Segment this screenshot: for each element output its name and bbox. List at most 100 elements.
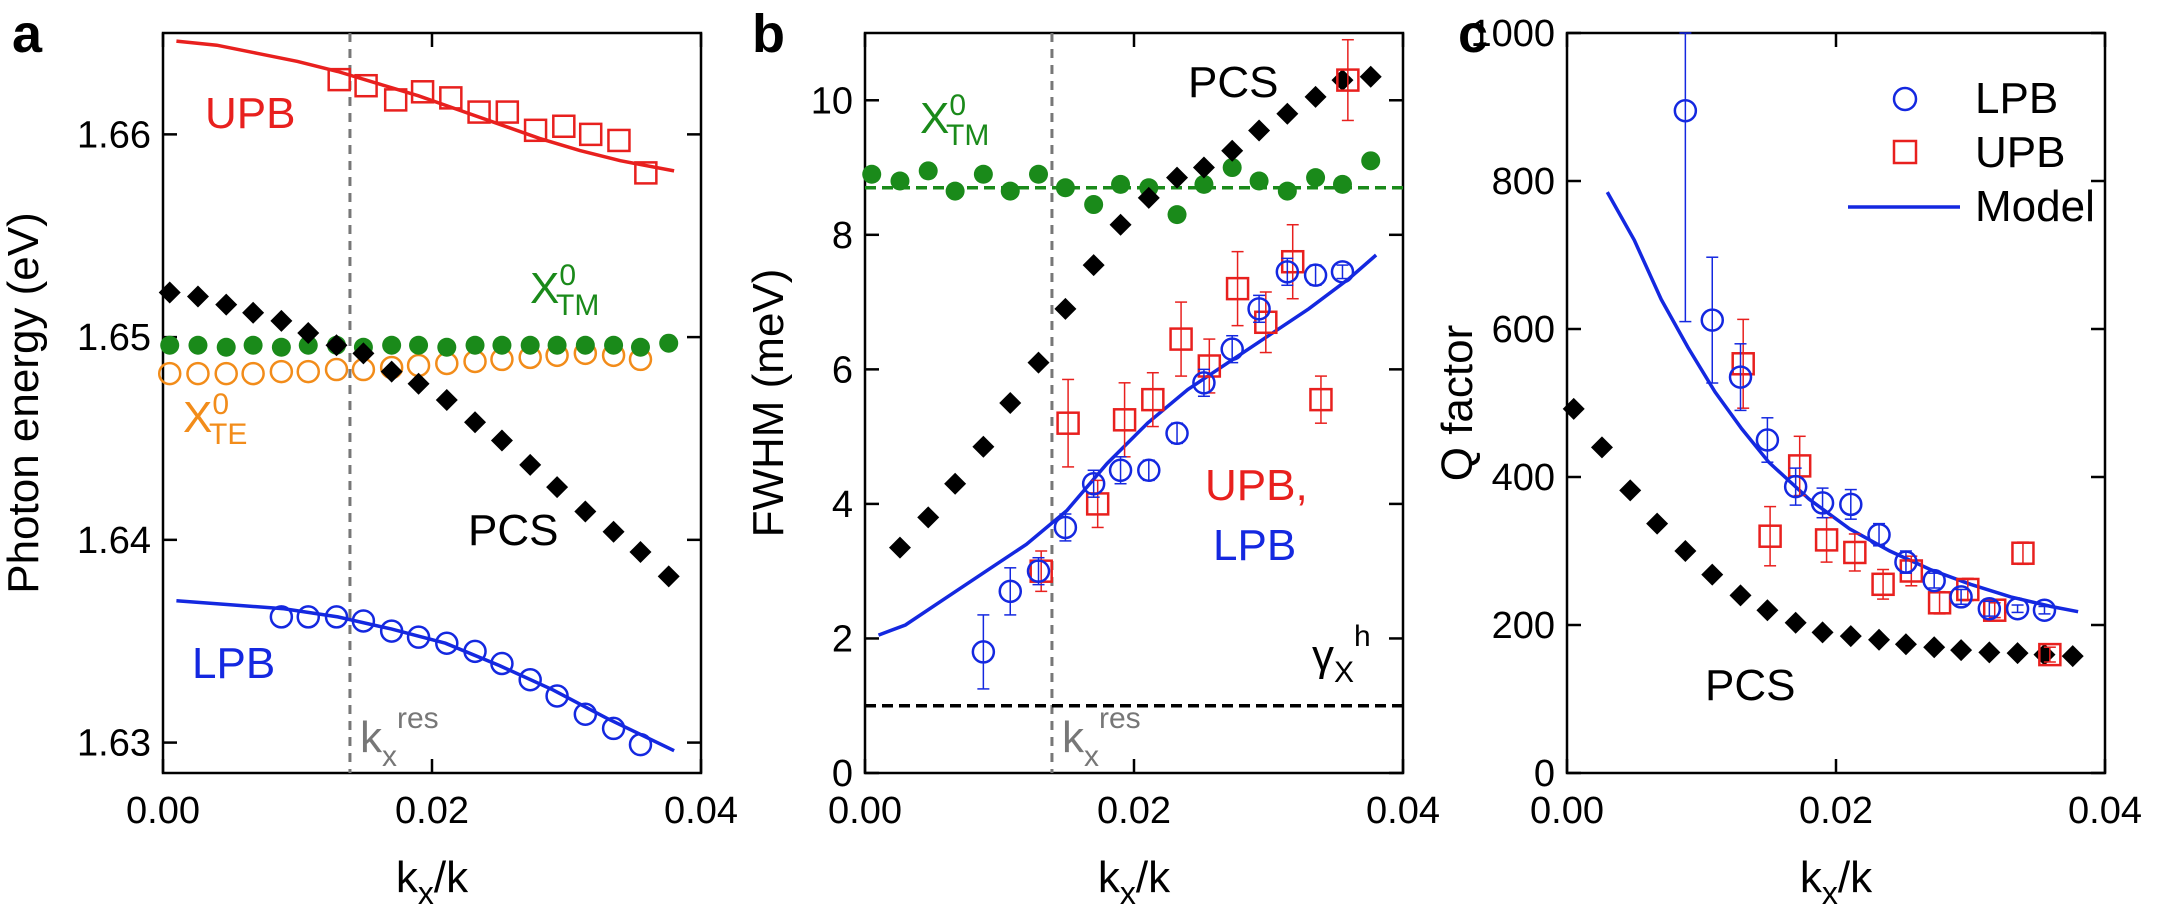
panel-a-upb-point bbox=[467, 100, 491, 124]
panel-c-upb-point bbox=[1814, 528, 1839, 552]
panel-c-ytick-label: 800 bbox=[1492, 161, 1555, 203]
panel-b-lpb-point bbox=[1137, 458, 1161, 483]
panel-b-lpb-point bbox=[1330, 260, 1355, 284]
panel-c-pcs-label: PCS bbox=[1705, 661, 1795, 710]
panel-b-pcs-point bbox=[1027, 351, 1050, 374]
panel-b-lpb-point bbox=[1303, 263, 1328, 287]
panel-a-xtm-point bbox=[520, 335, 540, 355]
panel-b-gamma-label: γXh bbox=[1312, 620, 1371, 689]
panel-a-upb-point bbox=[383, 88, 408, 112]
panel-a-upb-point bbox=[552, 114, 576, 139]
panel-c-pcs-point bbox=[2006, 642, 2029, 665]
panel-a-lpb-point bbox=[601, 716, 626, 741]
panel-a-upb-point bbox=[439, 86, 463, 110]
panel-a-ylabel: Photon energy (eV) bbox=[0, 212, 48, 594]
panel-a-xte-point bbox=[324, 357, 349, 382]
panel-b-upb-point bbox=[1141, 387, 1165, 412]
panel-a-upb-point bbox=[354, 73, 378, 98]
panel-b-lpb-point bbox=[1192, 371, 1216, 395]
panel-a-upb-label: UPB bbox=[205, 89, 295, 138]
panel-b-ticks: 0.00 0.02 0.04 0 2 4 6 8 10 bbox=[811, 33, 1440, 832]
panel-c-lpb-point bbox=[1673, 98, 1698, 123]
panel-b-xtm-point bbox=[1029, 164, 1049, 184]
panel-b: b 0.00 0.02 0.04 0 2 4 6 8 10 FWHM (meV) kx/k PC… bbox=[744, 4, 1440, 911]
panel-c-upb-point bbox=[1758, 524, 1782, 548]
panel-a-xtm-point bbox=[271, 337, 291, 357]
panel-c-lpb-point bbox=[1949, 585, 1973, 609]
panel-b-pcs-point bbox=[1109, 213, 1132, 236]
panel-b-upb-point bbox=[1112, 408, 1137, 432]
panel-c-pcs-point bbox=[1674, 540, 1697, 562]
panel-b-ytick-label: 8 bbox=[832, 215, 853, 257]
panel-c-lpb-point bbox=[1839, 492, 1863, 517]
panel-b-xtm-point bbox=[1361, 151, 1381, 171]
panel-b-xtm-point bbox=[1000, 181, 1020, 201]
panel-c-lpb-point bbox=[1755, 428, 1780, 452]
panel-a-xtick-label: 0.04 bbox=[664, 790, 738, 832]
panel-a-xtm-point bbox=[243, 335, 263, 355]
panel-b-model-line bbox=[877, 253, 1378, 637]
panel-c-pcs-point bbox=[1868, 628, 1891, 651]
panel-c-lpb-point bbox=[1922, 568, 1946, 593]
panel-b-upb-point bbox=[1309, 387, 1333, 412]
panel-b-pcs-point bbox=[1166, 166, 1189, 189]
panel-a-upb-point bbox=[327, 67, 351, 92]
panel-a-pcs-label: PCS bbox=[468, 506, 558, 555]
panel-c-letter: c bbox=[1458, 4, 1488, 64]
panel-a-xtm-point bbox=[298, 335, 318, 355]
panel-a-xte-point bbox=[214, 361, 238, 386]
panel-b-lpb-point bbox=[1247, 297, 1271, 321]
panel-c-upb-point bbox=[2011, 541, 2035, 565]
panel-b-pcs-point bbox=[917, 506, 940, 529]
panel-c-pcs-point bbox=[1562, 397, 1585, 420]
panel-b-xtm-point bbox=[1332, 174, 1352, 194]
panel-b-lpb-point bbox=[1026, 559, 1051, 583]
panel-a-xte-point bbox=[296, 359, 321, 384]
panel-b-upb-point bbox=[1197, 354, 1222, 378]
panel-a-pcs-point bbox=[602, 520, 625, 543]
panel-a-pcs-point bbox=[546, 476, 569, 499]
panel-b-ytick-label: 10 bbox=[811, 80, 853, 122]
panel-b-xtm-point bbox=[890, 171, 910, 191]
panel-a-upb-point bbox=[578, 122, 603, 147]
panel-b-pcs-point bbox=[1359, 65, 1382, 88]
panel-b-xtm-point bbox=[973, 164, 993, 184]
panel-b-pcs-label: PCS bbox=[1188, 58, 1278, 107]
panel-c-upb-point bbox=[1871, 572, 1895, 597]
panel-a-ytick-label: 1.63 bbox=[77, 723, 151, 765]
panel-a-lpb-point bbox=[573, 702, 598, 726]
panel-c-legend: LPB UPB Model bbox=[1848, 74, 2095, 231]
panel-a-xlabel: kx/k bbox=[396, 853, 469, 911]
panel-c-upb-point bbox=[1731, 352, 1755, 376]
panel-a-pcs-point bbox=[380, 360, 403, 383]
panel-b-xtm-point bbox=[1306, 168, 1326, 188]
panel-c-upb-point bbox=[1927, 591, 1952, 615]
panel-b-xtm-label: X0 TM bbox=[920, 89, 989, 152]
panel-a-ytick-label: 1.65 bbox=[77, 317, 151, 359]
panel-a-xte-point bbox=[186, 361, 210, 386]
panel-a-xtick-label: 0.02 bbox=[395, 790, 469, 832]
panel-c-pcs-point bbox=[1756, 599, 1779, 622]
panel-a-upb-point bbox=[634, 161, 658, 185]
panel-c-lpb-point bbox=[1977, 596, 2002, 621]
panel-b-xtm-point bbox=[1167, 205, 1187, 225]
panel-a-pcs-point bbox=[490, 429, 513, 452]
panel-b-pcs-point bbox=[1054, 297, 1077, 320]
panel-b-lpb-point bbox=[1275, 260, 1300, 284]
panel-a-letter: a bbox=[12, 4, 43, 64]
panel-c: c 0.00 0.02 0.04 0 200 400 600 800 1000 Q factor… bbox=[1433, 4, 2142, 911]
panel-c-upb-point bbox=[2038, 642, 2062, 667]
panel-c-pcs-point bbox=[1784, 611, 1807, 634]
panel-c-model-line bbox=[1605, 191, 2079, 614]
panel-c-pcs-point bbox=[1811, 621, 1834, 644]
panel-b-xtm-point bbox=[1249, 171, 1269, 191]
panel-c-ytick-label: 1000 bbox=[1470, 13, 1555, 55]
panel-b-letter: b bbox=[752, 4, 785, 64]
panel-b-pcs-point bbox=[1331, 69, 1354, 92]
panel-b-xtick-label: 0.04 bbox=[1366, 790, 1440, 832]
panel-a-pcs-point bbox=[325, 334, 348, 357]
panel-a-lpb-point bbox=[406, 625, 431, 649]
panel-b-pcs-point bbox=[1304, 85, 1327, 108]
panel-c-upb-point bbox=[1843, 540, 1867, 565]
